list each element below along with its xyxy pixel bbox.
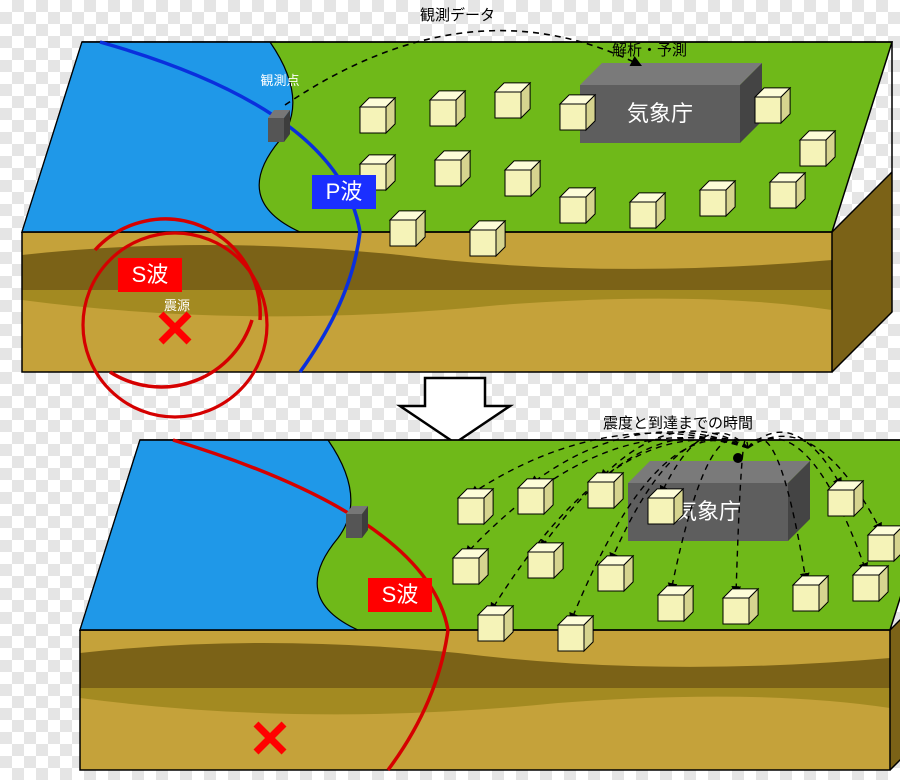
building-cube — [755, 88, 790, 123]
building-cube — [453, 549, 488, 584]
observation-sensor-top — [268, 110, 290, 142]
building-cube — [458, 489, 493, 524]
building-cube — [723, 589, 758, 624]
building-cube — [700, 181, 735, 216]
building-cube — [470, 221, 505, 256]
panel-bottom: 気象庁 S波 震度と到達までの時間 — [80, 415, 900, 770]
building-cube — [558, 616, 593, 651]
building-cube — [390, 211, 425, 246]
building-cube — [560, 95, 595, 130]
building-cube — [588, 473, 623, 508]
building-cube — [528, 543, 563, 578]
obs-point-label: 観測点 — [260, 73, 299, 88]
flow-arrow-down — [400, 378, 510, 443]
building-cube — [360, 98, 395, 133]
s-wave-label-box-top: S波 — [118, 258, 182, 292]
building-cube — [648, 489, 683, 524]
obs-data-label: 観測データ — [420, 6, 495, 24]
analysis-label: 解析・予測 — [612, 42, 687, 59]
building-cube — [505, 161, 540, 196]
building-cube — [518, 479, 553, 514]
building-cube — [495, 83, 530, 118]
agency-label-top: 気象庁 — [627, 101, 693, 126]
building-cube — [560, 188, 595, 223]
building-cube — [828, 481, 863, 516]
svg-text:S波: S波 — [132, 262, 169, 287]
building-cube — [598, 556, 633, 591]
building-cube — [868, 526, 900, 561]
building-cube — [435, 151, 470, 186]
arrival-label: 震度と到達までの時間 — [603, 415, 753, 432]
building-cube — [800, 131, 835, 166]
agency-building-top: 気象庁 — [580, 63, 762, 143]
building-cube — [658, 586, 693, 621]
building-cube — [430, 91, 465, 126]
building-cube — [853, 566, 888, 601]
p-wave-label-box: P波 — [312, 175, 376, 209]
svg-text:P波: P波 — [326, 179, 363, 204]
agency-label-bottom: 気象庁 — [675, 499, 741, 524]
building-cube — [630, 193, 665, 228]
svg-text:S波: S波 — [382, 582, 419, 607]
observation-sensor-bottom — [346, 506, 368, 538]
diagram-svg: 気象庁 観測データ 解析・予測 観測点 震源 P波 S波 — [0, 0, 900, 780]
building-cube — [478, 606, 513, 641]
panel-top: 気象庁 観測データ 解析・予測 観測点 震源 P波 S波 — [22, 6, 892, 417]
building-cube — [793, 576, 828, 611]
broadcast-origin — [733, 453, 743, 463]
building-cube — [770, 173, 805, 208]
hypocenter-label: 震源 — [164, 298, 190, 313]
s-wave-label-box-bottom: S波 — [368, 578, 432, 612]
